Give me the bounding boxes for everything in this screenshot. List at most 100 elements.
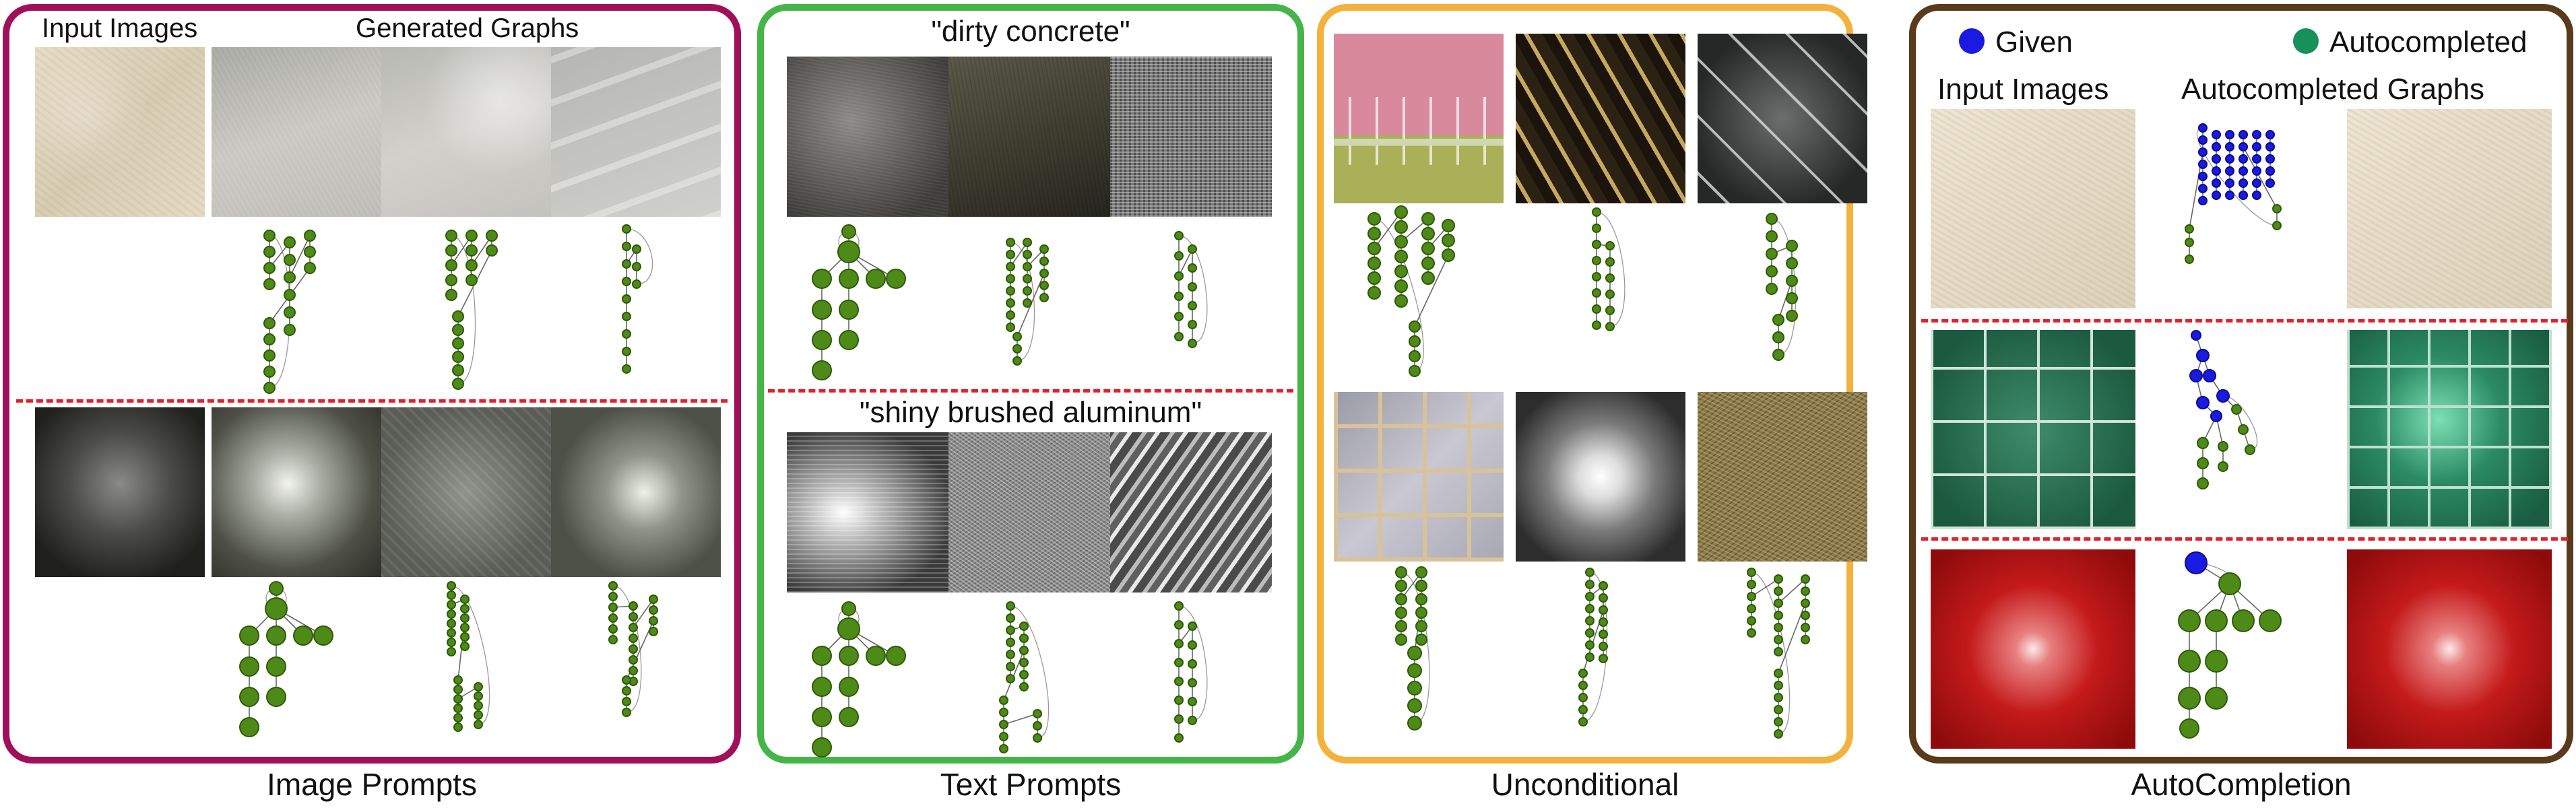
graph-node [460, 604, 470, 613]
graph-node [629, 666, 638, 675]
input-image-plaster [35, 47, 205, 217]
graph-edge [2196, 127, 2278, 226]
autocompleted-graph [2178, 551, 2282, 739]
graph-node [452, 351, 464, 363]
graph-node [1367, 242, 1381, 255]
graph-node [649, 616, 658, 625]
graph-edge [1010, 242, 1035, 362]
graph-node [1174, 312, 1184, 321]
graph-node [1188, 678, 1197, 687]
graph-node [1006, 662, 1015, 671]
graph-node [453, 704, 463, 713]
generated-texture [1698, 34, 1867, 203]
graph-node [1774, 693, 1783, 702]
graph-node [1442, 248, 1455, 262]
graph-node [812, 269, 832, 289]
graph-node [1012, 332, 1022, 341]
given-node [2198, 172, 2208, 181]
graph-node [1766, 283, 1778, 295]
given-node [2252, 130, 2261, 139]
row-separator [768, 389, 1293, 393]
graph-node [1174, 733, 1184, 743]
graph-node [1409, 320, 1421, 333]
graph-edge [1751, 572, 1791, 735]
graph-node [263, 262, 276, 274]
graph-node [284, 289, 296, 301]
graph-node [263, 278, 276, 290]
input-image-metal [35, 407, 205, 577]
input-image [1931, 330, 2135, 529]
graph-node [1188, 263, 1197, 273]
graph-node [1585, 604, 1595, 613]
graph-node [1774, 647, 1783, 656]
graph-node [447, 638, 456, 647]
generated-texture [1110, 57, 1272, 217]
graph-node [1415, 620, 1427, 632]
graph-node [453, 713, 463, 722]
graph-node [1174, 677, 1184, 686]
generated-texture [212, 407, 381, 577]
graph-node [2205, 650, 2228, 673]
graph-node [1394, 265, 1408, 278]
given-node [2265, 166, 2275, 176]
graph-node [622, 364, 631, 374]
graph-node [2185, 255, 2194, 264]
graph-node [1019, 646, 1029, 655]
graph-node [2231, 404, 2242, 415]
graph-node [1747, 628, 1756, 638]
graph-node [1174, 601, 1184, 611]
graph-node [622, 259, 631, 269]
material-graph [622, 224, 653, 374]
graph-node [839, 269, 859, 289]
graph-node [1174, 292, 1184, 301]
graph-node [1766, 230, 1778, 242]
graph-node [447, 619, 456, 628]
generated-texture [212, 47, 381, 217]
given-node [2239, 130, 2248, 139]
graph-node [632, 244, 641, 254]
caption-text-prompts: Text Prompts [940, 767, 1122, 802]
given-node [2239, 166, 2248, 176]
graph-node [1747, 580, 1756, 589]
given-node [2212, 142, 2221, 151]
graph-node [445, 244, 457, 257]
generated-texture [1516, 34, 1685, 203]
graph-node [839, 330, 859, 350]
graph-node [474, 701, 483, 710]
graph-node [1774, 681, 1783, 690]
graph-node [1786, 275, 1798, 287]
graph-node [1394, 235, 1408, 248]
graph-node [1786, 240, 1798, 252]
graph-node [2179, 718, 2199, 739]
graph-node [839, 677, 859, 697]
given-node [2212, 166, 2221, 176]
graph-node [460, 613, 470, 623]
graph-node [266, 687, 286, 707]
graph-node [629, 655, 638, 665]
graph-node [1394, 250, 1408, 263]
graph-node [649, 595, 658, 604]
graph-node [263, 333, 276, 345]
graph-node [1801, 586, 1810, 596]
caption-unconditional: Unconditional [1491, 767, 1679, 802]
graph-node [1407, 681, 1422, 696]
graph-node [1774, 717, 1783, 726]
graph-node [2218, 441, 2228, 452]
graph-node [1578, 717, 1588, 726]
graph-node [1578, 669, 1588, 678]
graph-node [2232, 609, 2255, 632]
graph-node [1801, 623, 1810, 632]
graph-node [1774, 635, 1783, 644]
given-node [2189, 369, 2203, 382]
graph-node [1367, 227, 1381, 240]
graph-node [629, 612, 638, 621]
graph-node [460, 623, 470, 632]
graph-node [622, 242, 631, 251]
graph-node [1409, 365, 1421, 377]
graph-node [1592, 320, 1601, 330]
material-graph [1766, 213, 1798, 361]
graph-node [999, 744, 1008, 753]
graph-node [447, 600, 456, 609]
graph-edge [2243, 146, 2278, 209]
graph-node [2218, 461, 2228, 472]
